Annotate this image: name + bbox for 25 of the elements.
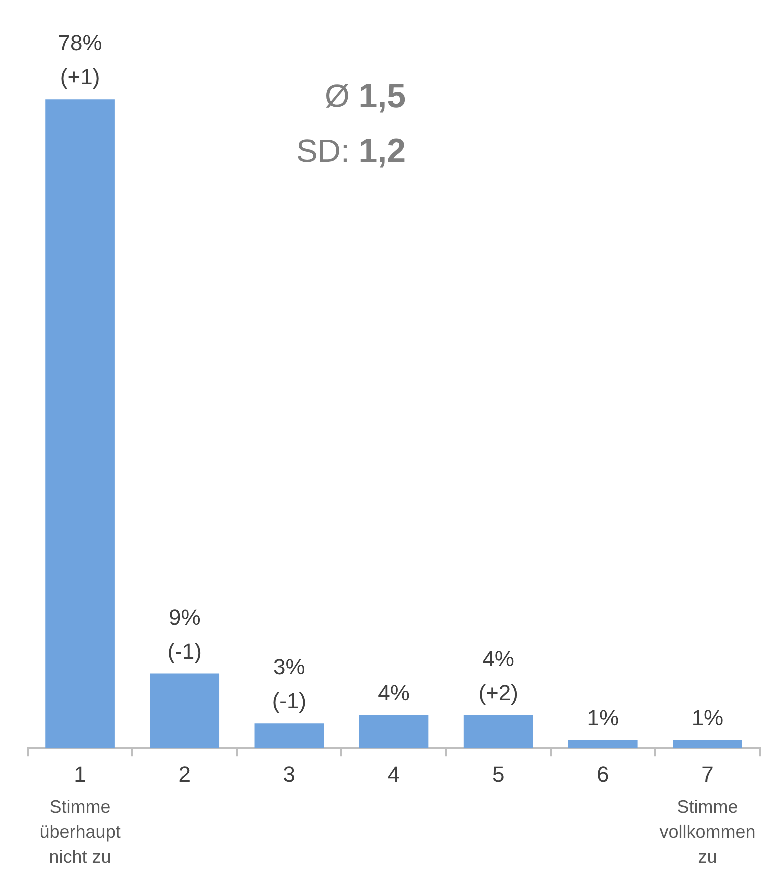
text: Stimme überhaupt nicht zu (40, 796, 121, 867)
data-label: 3% (-1) (272, 654, 307, 714)
bar (359, 715, 429, 749)
bar (254, 724, 324, 749)
bar (150, 674, 220, 749)
annotation: SD: 1,2 (296, 132, 406, 170)
annotation: Ø 1,5 (324, 77, 406, 116)
bar (464, 715, 534, 749)
data-label: 4% (+2) (478, 646, 518, 706)
data-label: 1% (587, 705, 620, 730)
data-label: 78% (+1) (58, 30, 102, 90)
bar (673, 740, 742, 749)
data-label: 9% (-1) (168, 604, 202, 664)
bar (568, 740, 638, 749)
x-tick-label: 1 (74, 762, 86, 787)
x-tick-label: 2 (178, 762, 191, 787)
x-tick-label: 5 (492, 762, 505, 787)
x-tick-label: 4 (388, 762, 400, 787)
data-label: 1% (692, 705, 724, 730)
x-tick-label: 3 (283, 762, 296, 787)
x-tick-label: 6 (597, 762, 610, 787)
bar (46, 100, 115, 749)
x-tick-label: 7 (702, 762, 714, 787)
data-label: 4% (378, 680, 410, 706)
text: Stimme vollkommen zu (660, 796, 756, 867)
